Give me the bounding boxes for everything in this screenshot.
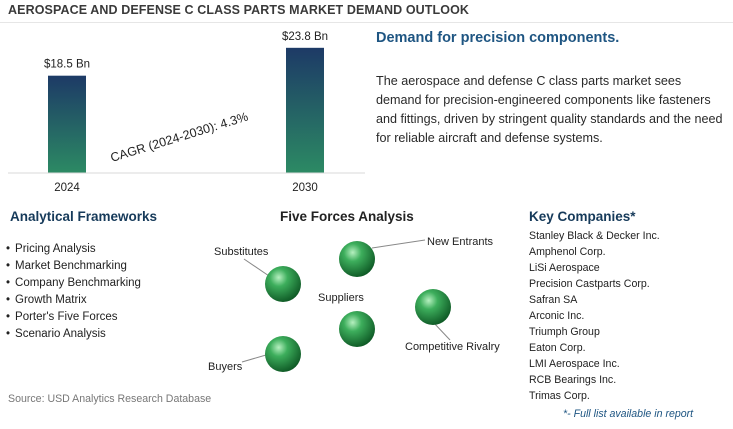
companies-footnote: *- Full list available in report	[563, 408, 694, 420]
bar-2024	[48, 75, 86, 173]
rivalry-sphere	[339, 311, 375, 347]
company-item: Stanley Black & Decker Inc.	[529, 230, 660, 242]
company-item: Arconic Inc.	[529, 310, 585, 322]
buyers-label: Buyers	[208, 361, 243, 373]
framework-item: Company Benchmarking	[6, 275, 141, 292]
cagr-annotation: CAGR (2024-2030): 4.3%	[109, 110, 250, 165]
company-item: Trimas Corp.	[529, 390, 590, 402]
buyers-connector	[241, 354, 267, 363]
companies-heading: Key Companies*	[529, 209, 636, 224]
companies-list: Stanley Black & Decker Inc. Amphenol Cor…	[529, 228, 660, 404]
company-item: Safran SA	[529, 294, 578, 306]
bar-2030	[286, 47, 324, 174]
source-note: Source: USD Analytics Research Database	[8, 393, 212, 405]
title-divider	[0, 22, 733, 23]
framework-item: Scenario Analysis	[6, 326, 141, 343]
company-item: LiSi Aerospace	[529, 262, 600, 274]
substitutes-connector	[243, 258, 273, 279]
frameworks-heading: Analytical Frameworks	[10, 209, 158, 224]
company-item: Precision Castparts Corp.	[529, 278, 650, 290]
framework-item: Pricing Analysis	[6, 241, 141, 258]
bar-value-label: $23.8 Bn	[282, 31, 328, 43]
x-tick-label: 2024	[54, 182, 80, 194]
market-bar-chart: $18.5 Bn 2024 $23.8 Bn 2030 CAGR (2024-2030…	[8, 31, 365, 194]
suppliers-label: Suppliers	[318, 292, 364, 304]
framework-item: Growth Matrix	[6, 292, 141, 309]
frameworks-list: Pricing Analysis Market Benchmarking Com…	[6, 241, 141, 343]
bar-value-label: $18.5 Bn	[44, 59, 90, 71]
company-item: RCB Bearings Inc.	[529, 374, 617, 386]
new-entrants-label: New Entrants	[427, 236, 494, 248]
company-item: Triumph Group	[529, 326, 600, 338]
company-item: LMI Aerospace Inc.	[529, 358, 620, 370]
rivalry-label: Competitive Rivalry	[405, 341, 500, 353]
new-entrants-sphere	[339, 241, 375, 277]
new-entrants-connector	[371, 239, 426, 249]
bars-layer: $18.5 Bn 2024 $23.8 Bn 2030	[44, 31, 328, 194]
five-forces-heading: Five Forces Analysis	[280, 209, 414, 224]
x-tick-label: 2030	[292, 182, 318, 194]
company-item: Amphenol Corp.	[529, 246, 606, 258]
rivalry-connector	[432, 321, 451, 341]
page-title: AEROSPACE AND DEFENSE C CLASS PARTS MARK…	[8, 3, 470, 17]
framework-item: Market Benchmarking	[6, 258, 141, 275]
summary-text: The aerospace and defense C class parts …	[376, 74, 723, 145]
framework-item: Porter's Five Forces	[6, 309, 141, 326]
buyers-sphere	[265, 336, 301, 372]
substitutes-sphere	[265, 266, 301, 302]
summary-heading: Demand for precision components.	[376, 30, 620, 46]
suppliers-sphere	[415, 289, 451, 325]
substitutes-label: Substitutes	[214, 246, 269, 258]
company-item: Eaton Corp.	[529, 342, 586, 354]
